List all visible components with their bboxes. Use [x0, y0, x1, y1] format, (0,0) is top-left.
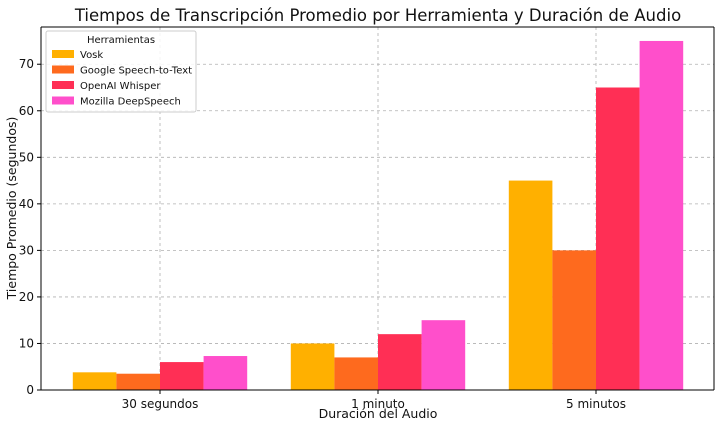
- x-ticks: 30 segundos 1 minuto 5 minutos: [122, 390, 626, 411]
- legend-items: Vosk Google Speech-to-Text OpenAI Whisper M…: [52, 50, 192, 108]
- x-tick-label: 1 minuto: [351, 397, 405, 411]
- bars: [72, 40, 684, 390]
- legend-title: Herramientas: [87, 35, 155, 46]
- y-tick-label: 60: [19, 104, 34, 118]
- bar-vosk-1: [290, 343, 335, 390]
- y-tick-label: 20: [19, 290, 34, 304]
- bar-google-speech-to-text-1: [334, 357, 378, 390]
- y-ticks: 0 10 20 30 40 50 60 70: [19, 57, 41, 397]
- legend-label: Vosk: [80, 50, 103, 61]
- bar-google-speech-to-text-2: [552, 250, 596, 390]
- x-tick-label: 30 segundos: [122, 397, 199, 411]
- x-axis-label: Duración del Audio: [319, 406, 438, 421]
- y-tick-label: 40: [19, 197, 34, 211]
- bar-google-speech-to-text-0: [116, 373, 160, 390]
- y-axis-label: Tiempo Promedio (segundos): [4, 117, 19, 301]
- y-tick-label: 0: [26, 383, 34, 397]
- legend-swatch: [52, 50, 74, 58]
- legend-label: Google Speech-to-Text: [80, 66, 192, 77]
- bar-openai-whisper-0: [160, 362, 204, 390]
- legend-swatch: [52, 81, 74, 89]
- bar-vosk-0: [72, 372, 117, 390]
- chart-title: Tiempos de Transcripción Promedio por He…: [74, 6, 681, 25]
- x-tick-label: 5 minutos: [566, 397, 626, 411]
- bar-openai-whisper-1: [378, 334, 422, 390]
- bar-mozilla-deepspeech-2: [639, 40, 684, 390]
- y-tick-label: 30: [19, 243, 34, 257]
- y-tick-label: 10: [19, 336, 34, 350]
- legend-label: Mozilla DeepSpeech: [80, 97, 181, 108]
- bar-mozilla-deepspeech-1: [421, 320, 466, 390]
- bar-mozilla-deepspeech-0: [203, 356, 248, 390]
- y-tick-label: 50: [19, 150, 34, 164]
- legend: Herramientas Vosk Google Speech-to-Text Op…: [45, 30, 197, 113]
- legend-swatch: [52, 96, 74, 105]
- legend-swatch: [52, 65, 74, 74]
- legend-label: OpenAI Whisper: [80, 81, 161, 92]
- axes: [40, 26, 715, 391]
- y-tick-label: 70: [19, 57, 34, 71]
- bar-openai-whisper-2: [596, 87, 640, 390]
- bar-vosk-2: [508, 180, 553, 390]
- legend-box: [45, 30, 197, 113]
